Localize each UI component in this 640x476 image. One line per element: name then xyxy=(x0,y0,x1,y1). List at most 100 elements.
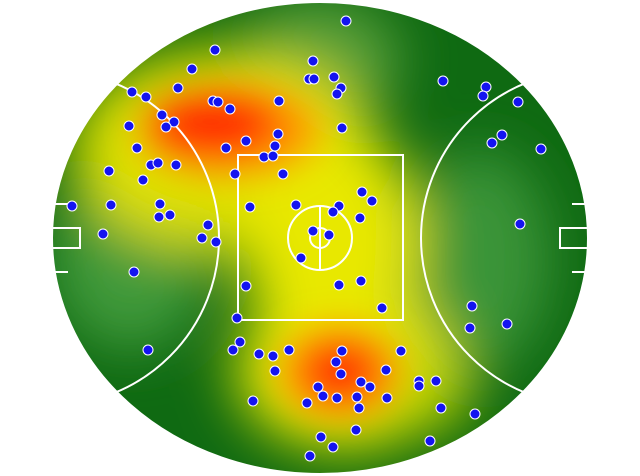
point xyxy=(480,81,492,93)
point xyxy=(424,435,436,447)
point xyxy=(220,142,232,154)
point xyxy=(312,381,324,393)
point xyxy=(196,232,208,244)
point xyxy=(283,344,295,356)
point xyxy=(512,96,524,108)
point xyxy=(307,55,319,67)
point xyxy=(209,44,221,56)
point xyxy=(356,186,368,198)
point xyxy=(137,174,149,186)
point xyxy=(301,397,313,409)
point xyxy=(295,252,307,264)
point xyxy=(437,75,449,87)
point xyxy=(464,322,476,334)
point xyxy=(514,218,526,230)
point xyxy=(231,312,243,324)
point xyxy=(156,109,168,121)
point xyxy=(154,198,166,210)
point xyxy=(330,356,342,368)
point xyxy=(501,318,513,330)
point xyxy=(258,151,270,163)
point xyxy=(267,350,279,362)
point xyxy=(304,450,316,462)
point xyxy=(380,364,392,376)
point xyxy=(364,381,376,393)
point xyxy=(381,392,393,404)
point xyxy=(331,392,343,404)
point xyxy=(170,159,182,171)
point xyxy=(376,302,388,314)
point xyxy=(366,195,378,207)
point xyxy=(355,275,367,287)
point xyxy=(469,408,481,420)
point xyxy=(535,143,547,155)
point xyxy=(247,395,259,407)
point xyxy=(234,336,246,348)
point xyxy=(327,441,339,453)
point xyxy=(477,90,489,102)
point xyxy=(66,200,78,212)
point xyxy=(336,345,348,357)
point xyxy=(327,206,339,218)
point xyxy=(131,142,143,154)
point xyxy=(277,168,289,180)
point xyxy=(168,116,180,128)
point xyxy=(123,120,135,132)
point xyxy=(351,391,363,403)
point xyxy=(244,201,256,213)
point xyxy=(128,266,140,278)
point xyxy=(212,96,224,108)
point xyxy=(267,150,279,162)
point xyxy=(97,228,109,240)
point xyxy=(160,121,172,133)
point xyxy=(350,424,362,436)
point xyxy=(466,300,478,312)
point xyxy=(315,431,327,443)
point xyxy=(142,344,154,356)
point xyxy=(126,86,138,98)
point xyxy=(486,137,498,149)
point xyxy=(272,128,284,140)
point xyxy=(229,168,241,180)
point xyxy=(307,225,319,237)
point xyxy=(395,345,407,357)
point xyxy=(435,402,447,414)
points xyxy=(66,15,547,462)
point xyxy=(269,140,281,152)
point xyxy=(308,73,320,85)
point xyxy=(430,375,442,387)
point xyxy=(140,91,152,103)
point xyxy=(355,376,367,388)
point xyxy=(353,402,365,414)
point xyxy=(253,348,265,360)
point xyxy=(152,157,164,169)
point xyxy=(269,365,281,377)
point xyxy=(164,209,176,221)
point xyxy=(328,71,340,83)
point xyxy=(336,122,348,134)
point xyxy=(333,279,345,291)
point xyxy=(240,280,252,292)
point xyxy=(202,219,214,231)
point xyxy=(227,344,239,356)
point xyxy=(105,199,117,211)
point xyxy=(331,88,343,100)
point xyxy=(335,368,347,380)
point xyxy=(103,165,115,177)
point xyxy=(273,95,285,107)
point xyxy=(240,135,252,147)
point xyxy=(210,236,222,248)
point xyxy=(413,380,425,392)
point xyxy=(317,390,329,402)
point xyxy=(323,229,335,241)
point xyxy=(340,15,352,27)
point xyxy=(354,212,366,224)
point xyxy=(186,63,198,75)
point xyxy=(172,82,184,94)
point xyxy=(224,103,236,115)
point xyxy=(290,199,302,211)
point xyxy=(153,211,165,223)
point xyxy=(496,129,508,141)
